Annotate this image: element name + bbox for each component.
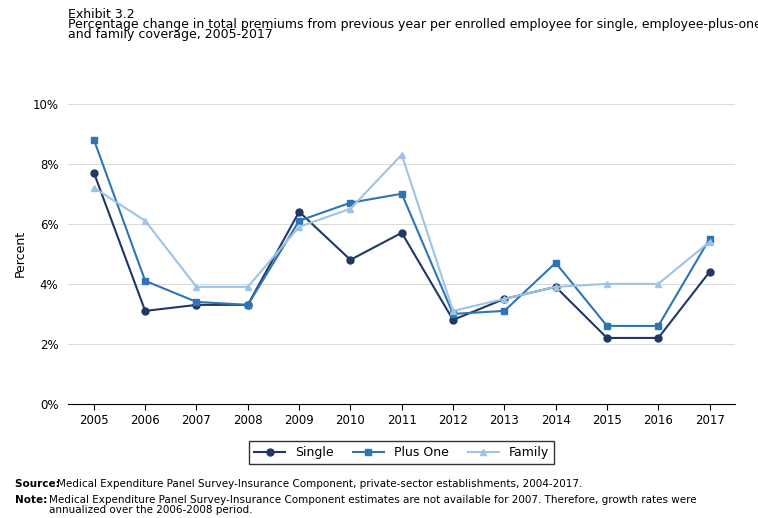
- Text: Medical Expenditure Panel Survey-Insurance Component estimates are not available: Medical Expenditure Panel Survey-Insuran…: [49, 495, 697, 505]
- Y-axis label: Percent: Percent: [14, 231, 27, 277]
- Text: Source:: Source:: [15, 479, 64, 489]
- Text: Exhibit 3.2: Exhibit 3.2: [68, 8, 135, 21]
- Text: and family coverage, 2005-2017: and family coverage, 2005-2017: [68, 28, 273, 41]
- Text: annualized over the 2006-2008 period.: annualized over the 2006-2008 period.: [49, 505, 252, 515]
- Text: Medical Expenditure Panel Survey-Insurance Component, private-sector establishme: Medical Expenditure Panel Survey-Insuran…: [57, 479, 582, 489]
- Text: Note:: Note:: [15, 495, 51, 505]
- Legend: Single, Plus One, Family: Single, Plus One, Family: [249, 441, 554, 464]
- Text: Percentage change in total premiums from previous year per enrolled employee for: Percentage change in total premiums from…: [68, 18, 758, 31]
